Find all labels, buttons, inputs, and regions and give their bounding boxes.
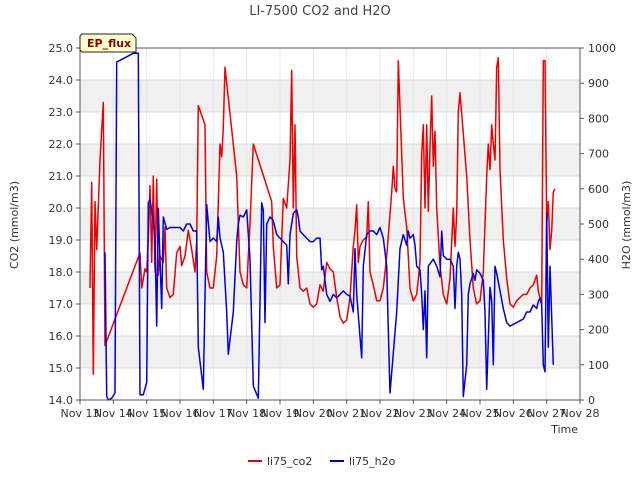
right-tick-label: 900 bbox=[588, 77, 609, 90]
grid-bands bbox=[80, 48, 580, 400]
right-tick-label: 400 bbox=[588, 253, 609, 266]
left-tick-label: 14.0 bbox=[49, 394, 74, 407]
right-axis-title: H2O (mmol/m3) bbox=[620, 181, 633, 270]
left-tick-label: 25.0 bbox=[49, 42, 74, 55]
grid-band bbox=[80, 80, 580, 112]
left-tick-label: 21.0 bbox=[49, 170, 74, 183]
x-tick-label: Nov 14 bbox=[94, 407, 133, 420]
x-tick-label: Nov 22 bbox=[361, 407, 400, 420]
grid-band bbox=[80, 336, 580, 368]
x-tick-label: Nov 18 bbox=[227, 407, 266, 420]
left-axis-title: CO2 (mmol/m3) bbox=[8, 181, 21, 269]
x-tick-label: Nov 13 bbox=[61, 407, 100, 420]
left-tick-label: 18.0 bbox=[49, 266, 74, 279]
ep-flux-badge: EP_flux bbox=[79, 33, 137, 53]
right-tick-label: 200 bbox=[588, 324, 609, 337]
left-axis-ticks: 14.0 15.0 16.0 17.0 18.0 19.0 20.0 21.0 22.0 23.0… bbox=[49, 42, 80, 407]
badge-label: EP_flux bbox=[87, 37, 131, 50]
x-tick-label: Nov 15 bbox=[127, 407, 166, 420]
series-line-li75_h2o bbox=[104, 52, 555, 401]
right-tick-label: 800 bbox=[588, 112, 609, 125]
left-tick-label: 22.0 bbox=[49, 138, 74, 151]
x-tick-label: Nov 20 bbox=[294, 407, 333, 420]
legend-label-co2: li75_co2 bbox=[267, 455, 312, 468]
left-tick-label: 15.0 bbox=[49, 362, 74, 375]
x-tick-label: Nov 26 bbox=[494, 407, 533, 420]
x-tick-label: Nov 17 bbox=[194, 407, 233, 420]
right-tick-label: 100 bbox=[588, 359, 609, 372]
left-tick-label: 19.0 bbox=[49, 234, 74, 247]
right-axis-ticks: 0 100 200 300 400 500 600 700 800 900 1000 bbox=[580, 42, 616, 407]
x-tick-label: Nov 28 bbox=[561, 407, 600, 420]
grid-band bbox=[80, 272, 580, 304]
right-tick-label: 1000 bbox=[588, 42, 616, 55]
x-tick-label: Nov 23 bbox=[394, 407, 433, 420]
x-tick-label: Nov 24 bbox=[427, 407, 466, 420]
x-tick-label: Nov 21 bbox=[327, 407, 366, 420]
x-tick-label: Nov 16 bbox=[161, 407, 200, 420]
x-tick-label: Nov 25 bbox=[461, 407, 500, 420]
legend: li75_co2 li75_h2o bbox=[248, 455, 396, 468]
right-tick-label: 500 bbox=[588, 218, 609, 231]
left-tick-label: 16.0 bbox=[49, 330, 74, 343]
left-tick-label: 24.0 bbox=[49, 74, 74, 87]
x-axis-title: Time bbox=[550, 423, 578, 436]
grid-band bbox=[80, 144, 580, 176]
right-tick-label: 700 bbox=[588, 148, 609, 161]
series-lines bbox=[89, 52, 556, 401]
left-tick-label: 20.0 bbox=[49, 202, 74, 215]
x-tick-label: Nov 19 bbox=[261, 407, 300, 420]
left-tick-label: 17.0 bbox=[49, 298, 74, 311]
right-tick-label: 300 bbox=[588, 288, 609, 301]
x-tick-label: Nov 27 bbox=[527, 407, 566, 420]
chart-title: LI-7500 CO2 and H2O bbox=[249, 4, 391, 19]
series-line-li75_co2 bbox=[89, 56, 556, 376]
right-tick-label: 600 bbox=[588, 183, 609, 196]
right-tick-label: 0 bbox=[588, 394, 595, 407]
left-tick-label: 23.0 bbox=[49, 106, 74, 119]
legend-label-h2o: li75_h2o bbox=[349, 455, 396, 468]
